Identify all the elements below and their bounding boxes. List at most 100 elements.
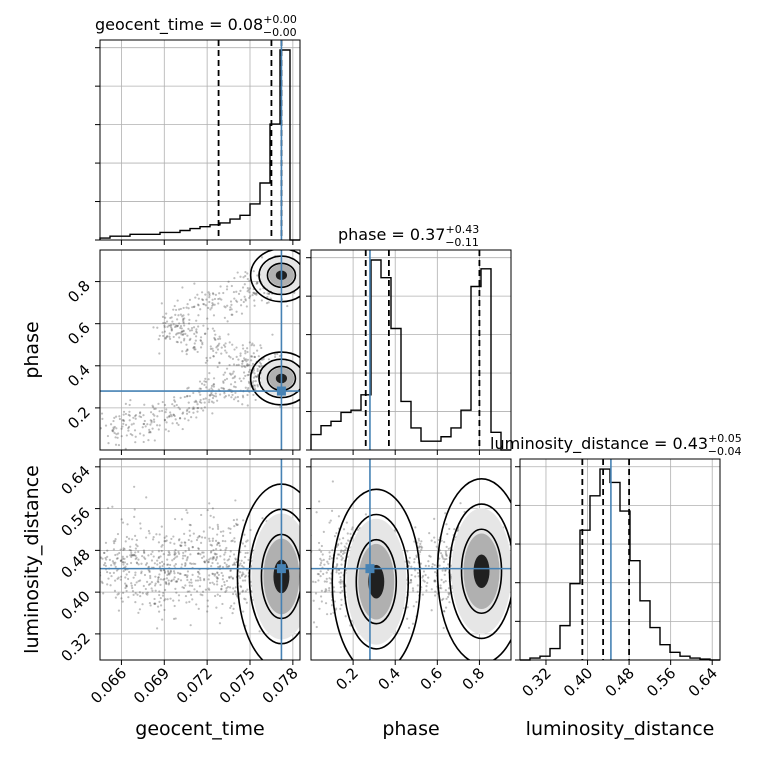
sample-point: [220, 585, 223, 588]
sample-point: [91, 553, 93, 555]
sample-point: [211, 292, 215, 295]
sample-point: [133, 515, 136, 518]
sample-point: [241, 590, 244, 593]
sample-point: [229, 550, 232, 553]
sample-point: [239, 352, 242, 355]
sample-point: [174, 552, 177, 555]
y-axis-label-phase: phase: [21, 321, 43, 378]
sample-point: [232, 385, 236, 388]
sample-point: [175, 325, 178, 328]
sample-point: [205, 298, 208, 301]
sample-point: [216, 523, 219, 526]
sample-point: [199, 339, 202, 342]
sample-point: [140, 562, 143, 565]
sample-point: [266, 295, 269, 299]
sample-point: [185, 350, 188, 353]
sample-point: [199, 578, 202, 582]
sample-point: [224, 590, 227, 593]
sample-point: [156, 605, 160, 608]
sample-point: [234, 557, 237, 560]
sample-point: [208, 294, 211, 297]
sample-point: [215, 606, 218, 609]
sample-point: [131, 538, 134, 541]
sample-point: [112, 540, 115, 543]
sample-point: [418, 545, 421, 548]
sample-point: [202, 324, 205, 327]
sample-point: [232, 553, 236, 556]
sample-point: [201, 551, 204, 554]
sample-point: [163, 419, 167, 422]
sample-point: [227, 394, 231, 397]
sample-point: [174, 563, 177, 566]
sample-point: [208, 502, 211, 505]
sample-point: [224, 342, 227, 345]
sample-point: [129, 554, 132, 557]
sample-point: [322, 558, 325, 561]
sample-point: [148, 601, 151, 605]
sample-point: [147, 583, 151, 586]
sample-point: [115, 415, 118, 418]
sample-point: [176, 318, 179, 321]
sample-point: [186, 578, 189, 582]
sample-point: [218, 292, 221, 295]
sample-point: [194, 296, 197, 299]
sample-point: [176, 571, 180, 574]
sample-point: [112, 426, 115, 429]
sample-point: [238, 377, 241, 380]
sample-point: [214, 293, 217, 296]
sample-point: [240, 312, 244, 315]
sample-point: [160, 545, 163, 548]
sample-point: [217, 302, 220, 305]
sample-point: [184, 550, 187, 553]
sample-point: [412, 605, 415, 608]
sample-point: [212, 377, 216, 380]
sample-point: [104, 541, 108, 544]
sample-point: [199, 576, 202, 580]
sample-point: [127, 413, 130, 416]
sample-point: [193, 588, 196, 591]
sample-point: [406, 606, 409, 609]
sample-point: [342, 550, 345, 553]
sample-point: [213, 336, 216, 340]
sample-point: [218, 544, 221, 547]
sample-point: [241, 286, 245, 289]
sample-point: [408, 562, 411, 565]
sample-point: [94, 542, 96, 544]
sample-point: [326, 560, 329, 563]
sample-point: [166, 416, 169, 419]
sample-point: [209, 356, 212, 359]
sample-point: [142, 422, 145, 426]
sample-point: [121, 555, 124, 558]
sample-point: [172, 535, 175, 538]
sample-point: [225, 587, 228, 590]
sample-point: [213, 329, 216, 332]
sample-point: [409, 579, 413, 582]
sample-point: [246, 551, 249, 554]
y-tick-label: 0.32: [57, 629, 93, 665]
sample-point: [133, 508, 136, 511]
sample-point: [271, 333, 274, 336]
sample-point: [204, 293, 207, 296]
sample-point: [212, 355, 215, 358]
sample-point: [174, 313, 177, 316]
sample-point: [154, 407, 157, 410]
sample-point: [143, 403, 146, 406]
x-tick-label: 0.072: [173, 664, 216, 707]
sample-point: [147, 439, 150, 442]
sample-point: [208, 296, 211, 299]
sample-point: [169, 541, 172, 544]
sample-point: [246, 364, 249, 367]
sample-point: [162, 321, 165, 325]
sample-point: [220, 587, 223, 590]
sample-point: [216, 593, 219, 596]
sample-point: [114, 539, 117, 543]
sample-point: [202, 409, 205, 412]
sample-point: [180, 327, 183, 330]
sample-point: [336, 553, 340, 556]
sample-point: [232, 363, 236, 366]
sample-point: [149, 576, 152, 580]
sample-point: [323, 590, 327, 593]
sample-point: [114, 538, 117, 541]
sample-point: [215, 557, 218, 560]
sample-point: [169, 597, 172, 600]
